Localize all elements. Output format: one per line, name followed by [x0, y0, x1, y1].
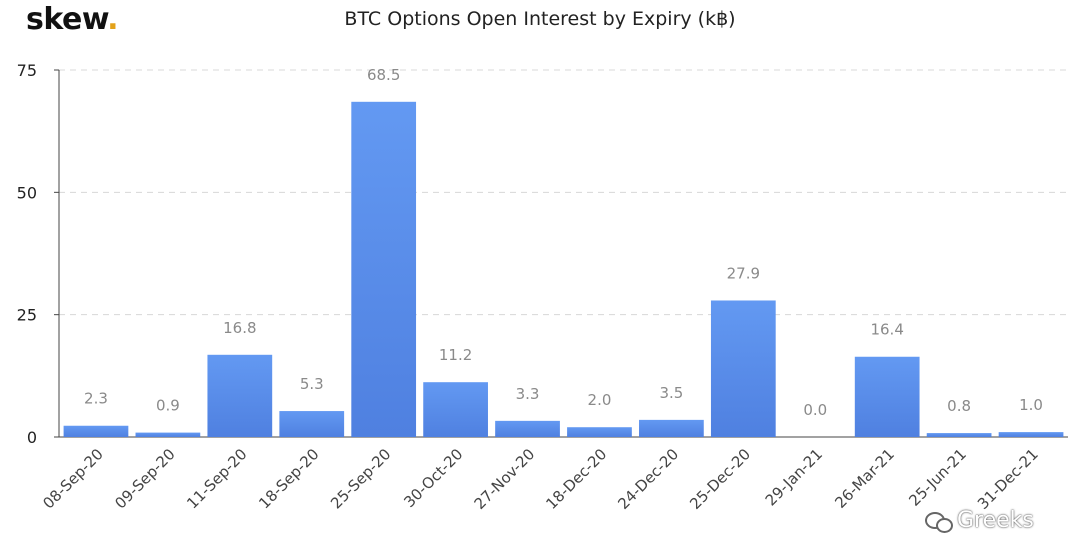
- bar-30-Oct-20: [423, 382, 488, 437]
- x-tick-label: 26-Mar-21: [831, 445, 898, 512]
- y-tick-label: 50: [17, 183, 37, 202]
- data-label: 2.0: [588, 391, 612, 409]
- data-label: 3.5: [659, 384, 683, 402]
- grid-lines: [59, 69, 1068, 316]
- data-label: 2.3: [84, 390, 108, 408]
- bars: [63, 101, 1064, 437]
- y-axis-ticks: 0 25 50 75: [17, 61, 59, 447]
- brand-logo: skew.: [26, 2, 119, 37]
- y-tick-label: 75: [17, 61, 37, 80]
- bar-27-Nov-20: [495, 420, 560, 437]
- data-labels: 2.3 0.9 16.8 5.3 68.5 11.2 3.3 2.0 3.5 27.9 0.0 16.…: [84, 66, 1043, 419]
- bar-18-Dec-20: [567, 427, 632, 437]
- x-tick-label: 29-Jan-21: [762, 445, 826, 509]
- bar-25-Sep-20: [351, 101, 417, 437]
- x-tick-label: 09-Sep-20: [111, 445, 178, 512]
- data-label: 0.9: [156, 397, 180, 415]
- data-label: 0.0: [803, 401, 827, 419]
- bar-08-Sep-20: [63, 425, 129, 437]
- bar-25-Jun-21: [926, 433, 992, 437]
- data-label: 11.2: [439, 346, 472, 364]
- bar-11-Sep-20: [207, 354, 273, 437]
- x-tick-label: 18-Sep-20: [255, 445, 322, 512]
- x-tick-label: 25-Sep-20: [327, 445, 394, 512]
- chart-title: BTC Options Open Interest by Expiry (k฿): [344, 8, 736, 30]
- data-label: 16.8: [223, 319, 256, 337]
- data-label: 3.3: [516, 385, 540, 403]
- y-tick-label: 25: [17, 306, 37, 325]
- watermark-text: Greeks: [957, 508, 1034, 533]
- bar-31-Dec-21: [998, 432, 1064, 437]
- x-axis-ticks: 08-Sep-20 09-Sep-20 11-Sep-20 18-Sep-20 25-S…: [39, 445, 1041, 513]
- x-tick-label: 08-Sep-20: [39, 445, 106, 512]
- bar-25-Dec-20: [710, 300, 776, 437]
- x-tick-label: 24-Dec-20: [614, 445, 682, 513]
- x-tick-label: 31-Dec-21: [974, 445, 1042, 513]
- wechat-icon: [925, 510, 953, 533]
- data-label: 1.0: [1019, 396, 1043, 414]
- x-tick-label: 11-Sep-20: [183, 445, 250, 512]
- bar-09-Sep-20: [135, 432, 201, 437]
- data-label: 5.3: [300, 375, 324, 393]
- bar-26-Mar-21: [854, 356, 920, 437]
- brand-dot: .: [107, 2, 119, 37]
- bar-18-Sep-20: [279, 411, 345, 437]
- data-label: 68.5: [367, 66, 400, 84]
- brand-name: skew: [26, 2, 108, 37]
- x-tick-label: 27-Nov-20: [471, 445, 539, 513]
- x-tick-label: 25-Jun-21: [905, 445, 970, 510]
- bar-24-Dec-20: [639, 419, 704, 437]
- y-tick-label: 0: [27, 428, 37, 447]
- data-label: 0.8: [947, 397, 971, 415]
- x-tick-label: 30-Oct-20: [400, 445, 466, 511]
- data-label: 16.4: [870, 321, 903, 339]
- x-tick-label: 18-Dec-20: [542, 445, 610, 513]
- watermark: Greeks: [925, 508, 1034, 533]
- x-tick-label: 25-Dec-20: [686, 445, 754, 513]
- data-label: 27.9: [727, 264, 760, 282]
